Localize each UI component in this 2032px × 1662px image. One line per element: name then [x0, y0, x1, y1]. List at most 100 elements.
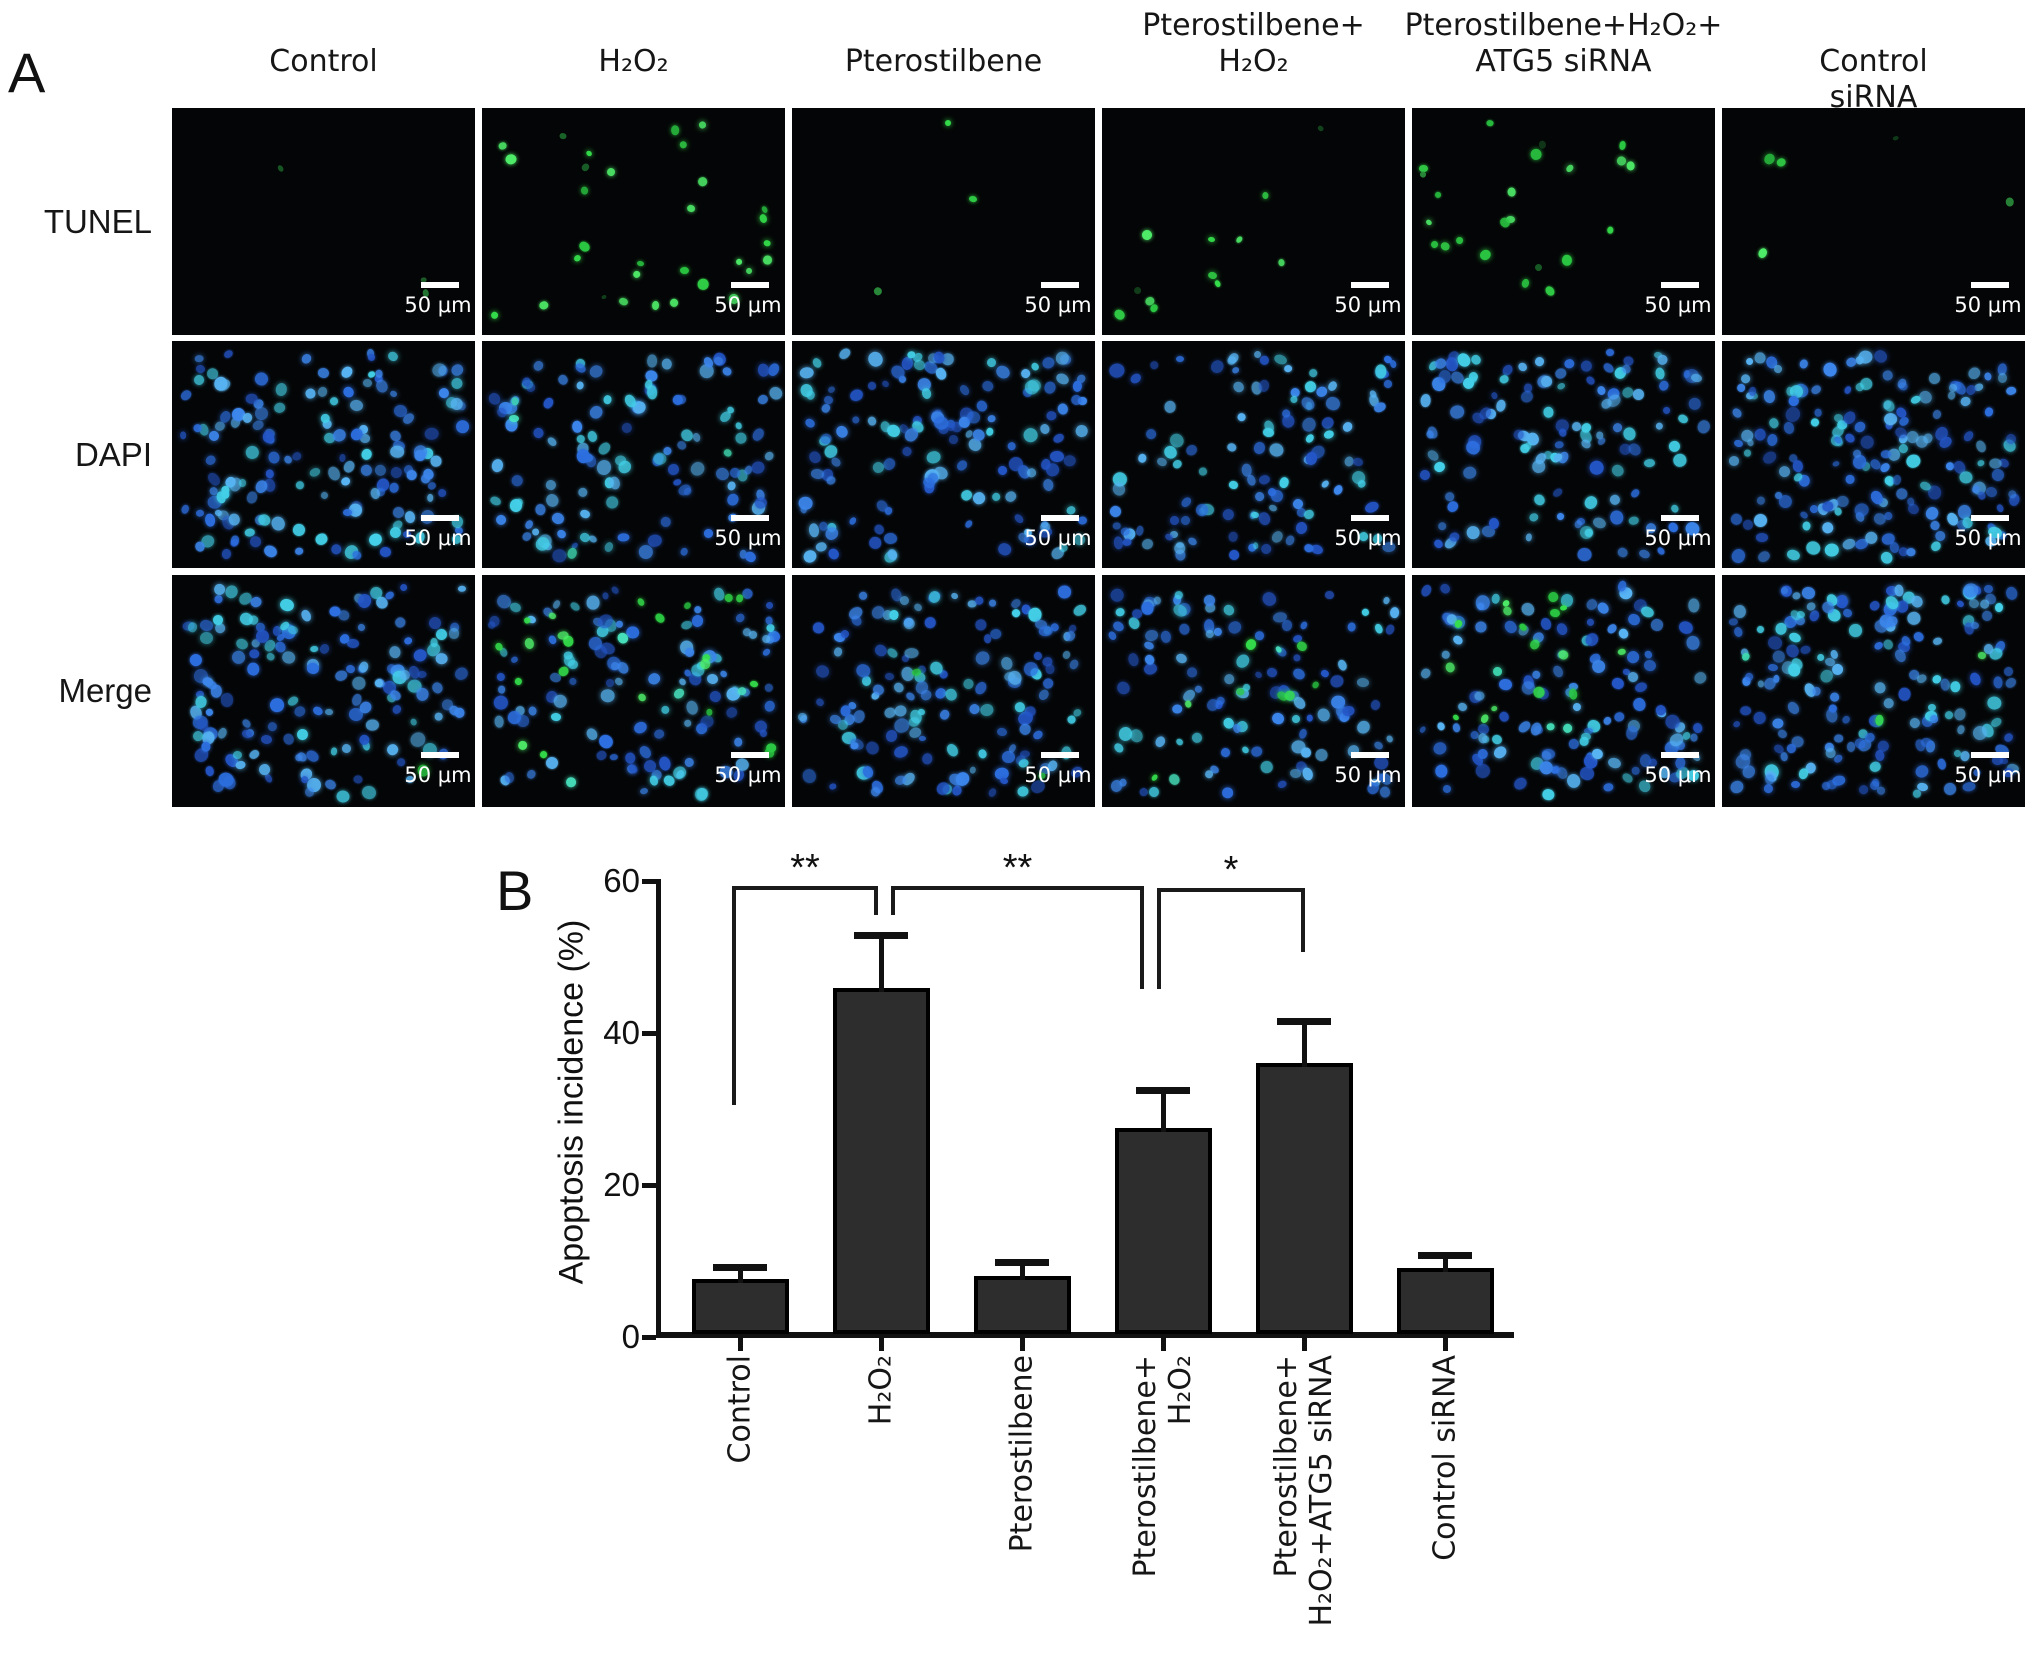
nucleus-dot — [984, 634, 992, 644]
nucleus-dot — [924, 616, 937, 629]
nucleus-dot — [298, 608, 313, 624]
nucleus-dot — [1327, 379, 1339, 393]
nucleus-dot — [1319, 415, 1336, 432]
nucleus-dot — [986, 356, 998, 369]
error-bar-stem — [1442, 1254, 1448, 1272]
nucleus-dot — [1278, 475, 1290, 489]
merge-positive-dot — [1561, 722, 1574, 736]
nucleus-dot — [1783, 421, 1796, 436]
nucleus-dot — [575, 381, 584, 391]
nucleus-dot — [996, 727, 1008, 738]
nucleus-dot — [1351, 456, 1364, 467]
nucleus-dot — [1891, 474, 1902, 486]
nucleus-dot — [859, 591, 868, 601]
error-bar-stem — [1301, 1020, 1307, 1067]
scale-bar-label: 50 μm — [1644, 526, 1712, 550]
nucleus-dot — [1730, 406, 1744, 420]
nucleus-dot — [602, 591, 609, 600]
nucleus-dot — [1736, 382, 1747, 394]
nucleus-dot — [1967, 597, 1980, 610]
nucleus-dot — [205, 471, 222, 488]
nucleus-dot — [1760, 449, 1779, 467]
nucleus-dot — [1488, 517, 1500, 530]
tunel-dot — [1455, 236, 1464, 245]
nucleus-dot — [261, 543, 280, 560]
nucleus-dot — [249, 536, 262, 548]
nucleus-dot — [1931, 636, 1943, 646]
nucleus-dot — [1055, 402, 1069, 417]
nucleus-dot — [1289, 395, 1298, 404]
y-axis-title: Apoptosis incidence (%) — [552, 919, 591, 1285]
nucleus-dot — [972, 648, 992, 668]
scale-bar — [1661, 282, 1699, 288]
nucleus-dot — [317, 367, 331, 379]
nucleus-dot — [1018, 722, 1033, 737]
nucleus-dot — [1382, 596, 1391, 606]
nucleus-dot — [449, 361, 466, 378]
tunel-dot — [1261, 192, 1269, 200]
merge-positive-dot — [1492, 667, 1502, 677]
nucleus-dot — [339, 364, 355, 380]
nucleus-dot — [222, 349, 234, 360]
nucleus-dot — [958, 487, 974, 503]
nucleus-dot — [647, 533, 663, 548]
nucleus-dot — [1020, 749, 1031, 758]
nucleus-dot — [908, 717, 921, 728]
scale-bar-label: 50 μm — [1954, 526, 2022, 550]
nucleus-dot — [1135, 525, 1145, 537]
nucleus-dot — [320, 490, 330, 501]
nucleus-dot — [1984, 485, 1998, 499]
scale-bar — [1971, 282, 2009, 288]
nucleus-dot — [1631, 766, 1641, 775]
nucleus-dot — [304, 748, 321, 764]
nucleus-dot — [2005, 386, 2017, 396]
tunel-dot-faint — [2005, 197, 2014, 208]
nucleus-dot — [1856, 783, 1870, 796]
nucleus-dot — [1555, 381, 1567, 391]
nucleus-dot — [1291, 666, 1307, 681]
nucleus-dot — [348, 398, 365, 413]
significance-bracket-left — [1157, 888, 1161, 989]
nucleus-dot — [386, 349, 401, 363]
micrograph-panel-tunel-pt-h2o2: 50 μm — [1102, 108, 1405, 335]
nucleus-dot — [1497, 677, 1513, 692]
nucleus-dot — [968, 765, 978, 775]
tunel-dot — [685, 203, 696, 214]
scale-bar — [421, 752, 459, 758]
nucleus-dot — [291, 522, 307, 537]
nucleus-dot — [1671, 453, 1688, 469]
nucleus-dot — [1221, 603, 1236, 618]
nucleus-dot — [438, 489, 448, 498]
nucleus-dot — [801, 547, 819, 566]
nucleus-dot — [925, 449, 942, 465]
nucleus-dot — [323, 777, 337, 791]
micrograph-panel-dapi-pterostilbene: 50 μm — [792, 341, 1095, 568]
nucleus-dot — [865, 349, 886, 369]
nucleus-dot — [1325, 591, 1335, 600]
nucleus-dot — [1677, 619, 1695, 637]
nucleus-dot — [812, 621, 825, 634]
nucleus-dot — [1219, 747, 1231, 759]
nucleus-dot — [403, 635, 414, 646]
tunel-dot — [1213, 279, 1222, 288]
nucleus-dot — [2002, 731, 2015, 744]
nucleus-dot — [305, 387, 318, 400]
nucleus-dot — [278, 597, 295, 614]
nucleus-dot — [367, 353, 377, 363]
nucleus-dot — [756, 392, 770, 406]
nucleus-dot — [324, 708, 333, 716]
tunel-dot — [1243, 637, 1258, 652]
nucleus-dot — [607, 475, 622, 491]
nucleus-dot — [1448, 531, 1460, 543]
nucleus-dot — [1987, 695, 2003, 711]
nucleus-dot — [373, 463, 387, 477]
nucleus-dot — [1291, 714, 1301, 724]
nucleus-dot — [848, 516, 858, 527]
tunel-dot — [945, 119, 952, 127]
nucleus-dot — [1876, 785, 1887, 796]
nucleus-dot — [367, 531, 385, 549]
nucleus-dot — [1791, 590, 1802, 600]
nucleus-dot — [1419, 666, 1433, 681]
nucleus-dot — [567, 676, 578, 687]
tunel-dot — [968, 195, 978, 204]
